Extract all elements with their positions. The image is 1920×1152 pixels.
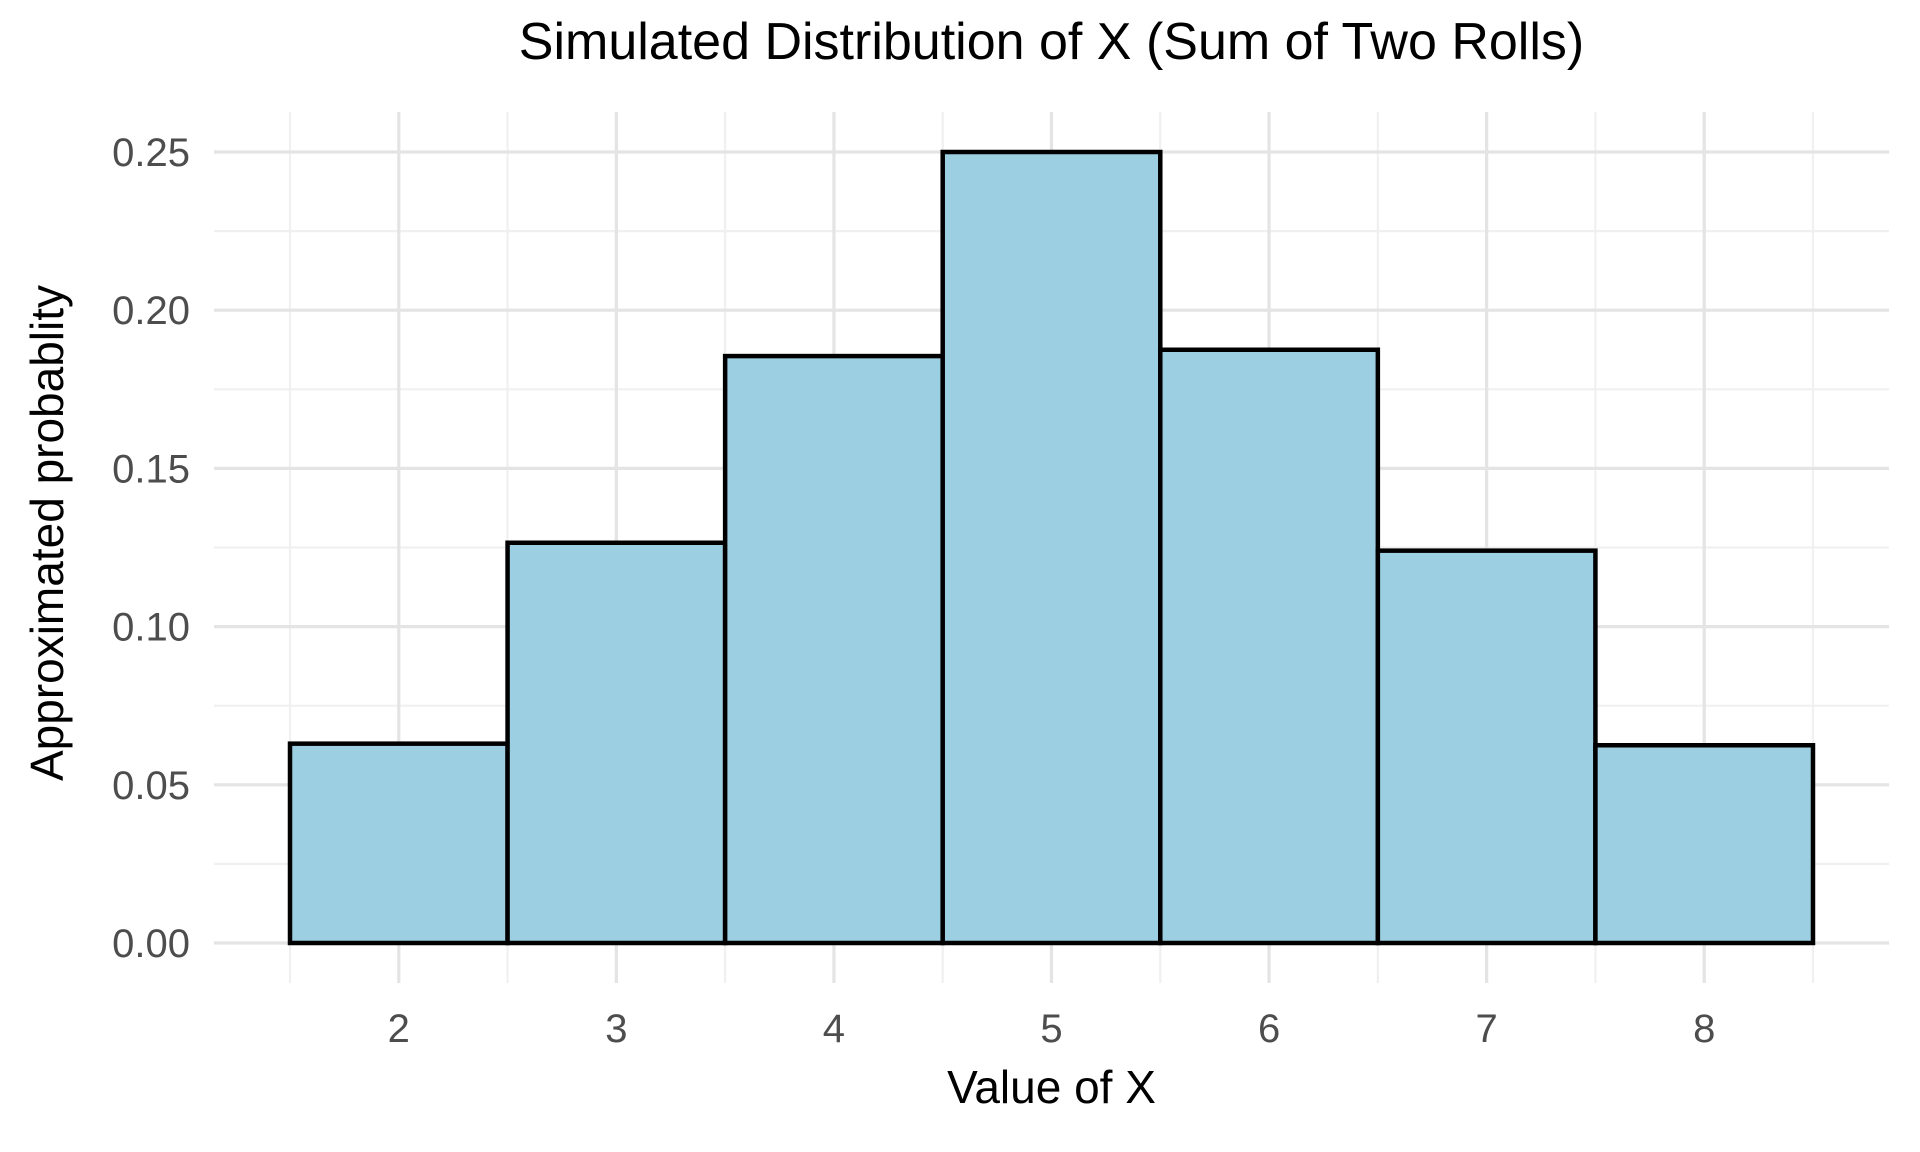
histogram-bar xyxy=(505,540,728,946)
y-axis-tick-label: 0.20 xyxy=(112,289,190,333)
histogram-bar xyxy=(1375,548,1598,946)
x-axis-tick-label: 5 xyxy=(1040,1007,1062,1051)
y-axis-title: Approximated probablity xyxy=(21,284,73,782)
y-axis-tick-label: 0.00 xyxy=(112,922,190,966)
y-axis-tick-label: 0.15 xyxy=(112,447,190,491)
histogram-bar xyxy=(1158,347,1381,946)
histogram-bar xyxy=(722,353,945,946)
x-axis-tick-label: 4 xyxy=(823,1007,845,1051)
histogram-bar xyxy=(940,149,1163,946)
chart-title: Simulated Distribution of X (Sum of Two … xyxy=(518,13,1585,71)
x-axis-tick-label: 2 xyxy=(388,1007,410,1051)
x-axis-tick-label: 8 xyxy=(1693,1007,1715,1051)
y-axis-tick-label: 0.10 xyxy=(112,606,190,650)
y-axis-tick-label: 0.25 xyxy=(112,131,190,175)
x-axis-tick-label: 6 xyxy=(1258,1007,1280,1051)
x-axis-title: Value of X xyxy=(947,1061,1156,1113)
x-axis-tick-label: 3 xyxy=(605,1007,627,1051)
histogram-bar xyxy=(287,741,510,946)
histogram-bar xyxy=(1593,743,1816,946)
x-axis-tick-label: 7 xyxy=(1476,1007,1498,1051)
y-axis-tick-label: 0.05 xyxy=(112,764,190,808)
